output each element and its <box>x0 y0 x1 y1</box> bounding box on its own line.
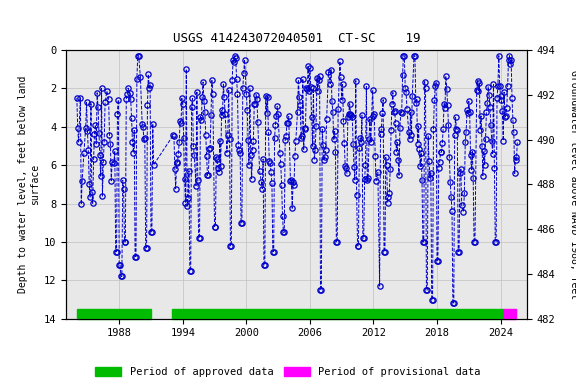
Legend: Period of approved data, Period of provisional data: Period of approved data, Period of provi… <box>95 367 481 377</box>
Title: USGS 414243072040501  CT-SC    19: USGS 414243072040501 CT-SC 19 <box>173 31 420 45</box>
Bar <box>504 309 517 319</box>
Y-axis label: Depth to water level, feet below land
surface: Depth to water level, feet below land su… <box>18 76 40 293</box>
Bar <box>172 309 504 319</box>
Y-axis label: Groundwater level above NAVD 1988, feet: Groundwater level above NAVD 1988, feet <box>570 70 576 299</box>
Bar <box>77 309 151 319</box>
